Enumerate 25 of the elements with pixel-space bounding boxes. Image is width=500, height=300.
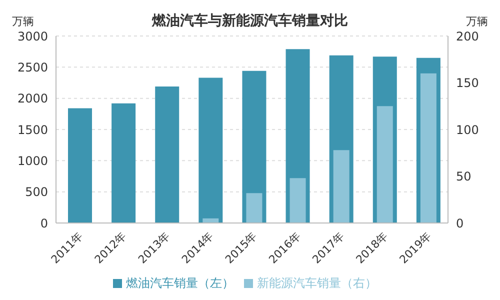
y-tick-label: 2500 — [17, 60, 48, 74]
y-tick-label: 3000 — [17, 29, 48, 44]
bar — [68, 108, 92, 223]
y2-tick-label: 0 — [456, 216, 464, 230]
bar — [112, 103, 136, 223]
y2-tick-label: 200 — [456, 29, 479, 44]
y-tick-label: 2000 — [17, 92, 48, 106]
y2-axis-title: 万辆 — [466, 14, 488, 29]
bar — [376, 106, 393, 223]
y-tick-label: 0 — [40, 216, 48, 230]
bar — [198, 78, 223, 223]
bar — [246, 193, 262, 223]
y-axis-title: 万辆 — [12, 14, 34, 29]
legend-label: 燃油汽车销量（左） — [126, 276, 234, 290]
bar — [155, 86, 180, 223]
y-tick-label: 1500 — [17, 122, 48, 137]
y-tick-label: 500 — [25, 185, 48, 200]
bar — [290, 178, 306, 223]
y2-tick-label: 150 — [456, 76, 479, 90]
legend-label: 新能源汽车销量（右） — [257, 276, 377, 290]
y2-tick-label: 100 — [456, 122, 479, 137]
y-tick-label: 1000 — [17, 154, 48, 168]
y2-tick-label: 50 — [456, 170, 472, 184]
chart-title: 燃油汽车与新能源汽车销量对比 — [152, 13, 348, 29]
bar — [333, 150, 350, 223]
